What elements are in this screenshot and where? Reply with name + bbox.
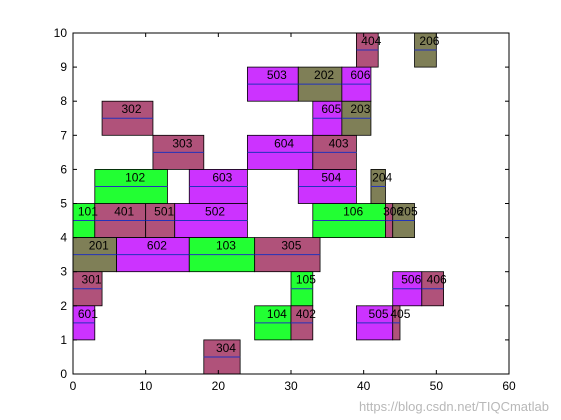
block-label-304: 304 [216,341,236,355]
block-label-502: 502 [205,205,225,219]
block-label-205: 205 [398,205,418,219]
y-tick-label: 2 [60,299,67,313]
block-label-102: 102 [125,170,145,184]
block-label-401: 401 [114,205,134,219]
block-label-601: 601 [78,307,98,321]
block-label-405: 405 [390,307,410,321]
block-label-202: 202 [314,68,334,82]
watermark-text: https://blog.csdn.net/TIQCmatlab [358,399,549,414]
block-label-105: 105 [296,273,316,287]
block-label-206: 206 [419,34,439,48]
y-tick-label: 4 [60,231,67,245]
block-label-501: 501 [154,205,174,219]
block-label-505: 505 [369,307,389,321]
x-tick-label: 30 [284,379,298,393]
block-label-301: 301 [82,273,102,287]
block-label-104: 104 [267,307,287,321]
y-tick-label: 0 [60,367,67,381]
block-label-204: 204 [372,170,392,184]
y-tick-label: 6 [60,162,67,176]
block-label-604: 604 [274,136,294,150]
x-tick-label: 40 [357,379,371,393]
block-label-302: 302 [121,102,141,116]
block-label-303: 303 [172,136,192,150]
block-label-504: 504 [321,170,341,184]
x-tick-label: 0 [70,379,77,393]
block-label-603: 603 [212,170,232,184]
y-tick-label: 10 [54,26,68,40]
block-label-605: 605 [321,102,341,116]
block-label-306: 306 [383,205,403,219]
block-label-103: 103 [216,239,236,253]
block-label-106: 106 [343,205,363,219]
block-label-503: 503 [267,68,287,82]
y-tick-label: 3 [60,265,67,279]
y-tick-label: 1 [60,333,67,347]
block-label-406: 406 [427,273,447,287]
blocks-layer [72,32,444,375]
block-label-305: 305 [281,239,301,253]
block-label-203: 203 [350,102,370,116]
y-tick-label: 7 [60,128,67,142]
block-label-101: 101 [78,205,98,219]
x-tick-label: 20 [212,379,226,393]
x-tick-label: 10 [139,379,153,393]
block-label-201: 201 [89,239,109,253]
block-label-506: 506 [401,273,421,287]
y-tick-label: 5 [60,197,67,211]
block-label-606: 606 [350,68,370,82]
block-label-404: 404 [361,34,381,48]
x-tick-label: 50 [430,379,444,393]
y-tick-label: 9 [60,60,67,74]
x-tick-label: 60 [502,379,516,393]
block-label-403: 403 [329,136,349,150]
block-label-402: 402 [296,307,316,321]
block-label-602: 602 [147,239,167,253]
y-tick-label: 8 [60,94,67,108]
ticks-layer: 0 10 20 30 40 50 60 0 1 2 3 4 5 6 7 8 9 10 [54,26,516,393]
